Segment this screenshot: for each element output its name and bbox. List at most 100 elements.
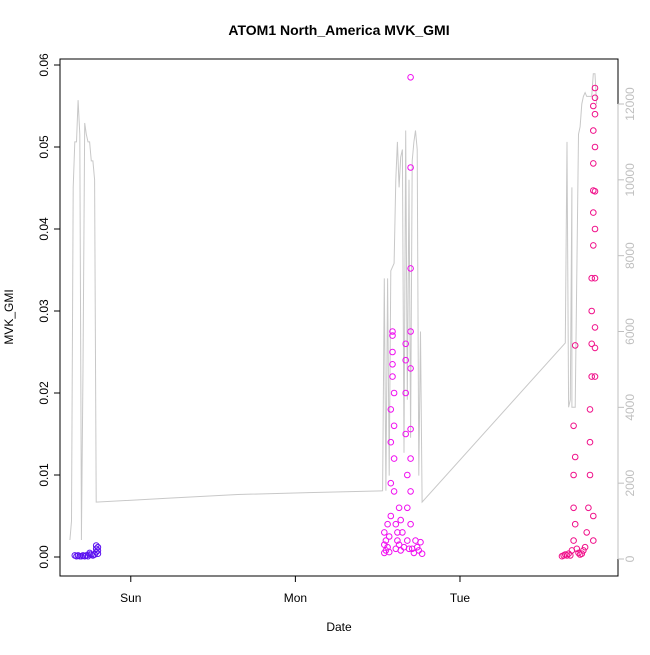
data-point: [570, 504, 577, 512]
y2-tick-label: 2000: [623, 469, 637, 496]
data-point: [570, 537, 577, 544]
data-point: [590, 537, 597, 544]
data-point: [571, 520, 579, 528]
data-point: [389, 328, 396, 335]
data-point: [581, 543, 589, 551]
data-point: [563, 552, 571, 559]
data-point: [591, 94, 599, 102]
data-point: [590, 209, 597, 216]
data-point: [590, 242, 597, 249]
data-point: [395, 504, 403, 512]
data-point: [94, 550, 102, 558]
data-point: [590, 127, 597, 134]
data-point: [404, 471, 411, 479]
x-tick-label: Mon: [284, 591, 307, 605]
data-point: [389, 348, 396, 356]
data-point: [407, 365, 414, 372]
data-point: [578, 550, 586, 558]
data-point: [382, 547, 390, 554]
points-layer: [71, 74, 599, 560]
y-tick-label: 0.05: [37, 135, 51, 159]
data-point: [586, 406, 594, 413]
data-point: [390, 488, 398, 495]
series-1: [71, 542, 102, 560]
y-tick-label: 0.00: [37, 545, 51, 569]
data-point: [588, 307, 596, 315]
data-point: [570, 471, 577, 479]
data-point: [591, 84, 599, 92]
data-point: [382, 537, 390, 544]
y2-axis: 0 2000 4000 6000 8000 10000 12000: [617, 87, 637, 562]
data-point: [407, 520, 414, 528]
plot-frame: [59, 58, 619, 577]
data-point: [407, 74, 414, 81]
y-tick-label: 0.03: [37, 299, 51, 323]
data-point: [580, 547, 587, 554]
altitude-layer: [69, 73, 598, 541]
data-point: [407, 265, 414, 272]
data-point: [407, 488, 414, 495]
data-point: [571, 453, 579, 461]
data-point: [399, 529, 406, 536]
y-tick-label: 0.02: [37, 381, 51, 405]
data-point: [389, 373, 396, 380]
data-point: [415, 547, 423, 554]
data-point: [402, 356, 410, 364]
y-tick-label: 0.01: [37, 463, 51, 487]
data-point: [418, 550, 426, 558]
data-point: [390, 455, 398, 462]
data-point: [591, 324, 599, 331]
data-point: [397, 547, 405, 554]
data-point: [385, 533, 393, 540]
data-point: [586, 471, 594, 479]
data-point: [94, 547, 102, 554]
x-tick-label: Tue: [450, 591, 471, 605]
data-point: [384, 520, 391, 528]
data-point: [390, 389, 398, 397]
x-tick-label: Sun: [120, 591, 141, 605]
series-2: [381, 74, 426, 558]
y-axis-label: MVK_GMI: [2, 289, 16, 344]
data-point: [407, 455, 414, 462]
data-point: [402, 340, 410, 348]
data-point: [591, 110, 599, 118]
x-axis: Sun Mon Tue: [120, 575, 471, 605]
y2-tick-label: 0: [623, 555, 637, 562]
y-axis: 0.00 0.01 0.02 0.03 0.04 0.05 0.06: [37, 53, 61, 569]
y-tick-label: 0.06: [37, 53, 51, 77]
data-point: [404, 504, 411, 512]
data-point: [590, 512, 597, 520]
data-point: [573, 545, 581, 553]
data-point: [591, 344, 599, 352]
data-point: [588, 274, 596, 282]
data-point: [590, 102, 597, 110]
data-point: [591, 188, 599, 195]
data-point: [389, 332, 396, 339]
data-point: [585, 504, 592, 512]
data-point: [417, 538, 424, 546]
altitude-line: [69, 73, 598, 541]
data-point: [387, 438, 395, 446]
data-point: [390, 422, 398, 430]
data-point: [402, 389, 410, 397]
data-point: [404, 537, 411, 544]
data-point: [407, 164, 414, 171]
data-point: [387, 512, 395, 520]
data-point: [590, 160, 597, 167]
data-point: [394, 529, 401, 536]
series-3: [558, 84, 599, 560]
data-point: [413, 543, 421, 551]
data-point: [389, 361, 396, 368]
data-point: [591, 225, 599, 233]
data-point: [94, 543, 102, 551]
data-point: [407, 328, 414, 335]
y2-tick-label: 6000: [623, 318, 637, 345]
data-point: [591, 143, 599, 151]
data-point: [387, 406, 395, 413]
y2-tick-label: 12000: [623, 87, 637, 121]
data-point: [588, 340, 596, 348]
y2-tick-label: 8000: [623, 242, 637, 269]
data-point: [402, 430, 410, 438]
